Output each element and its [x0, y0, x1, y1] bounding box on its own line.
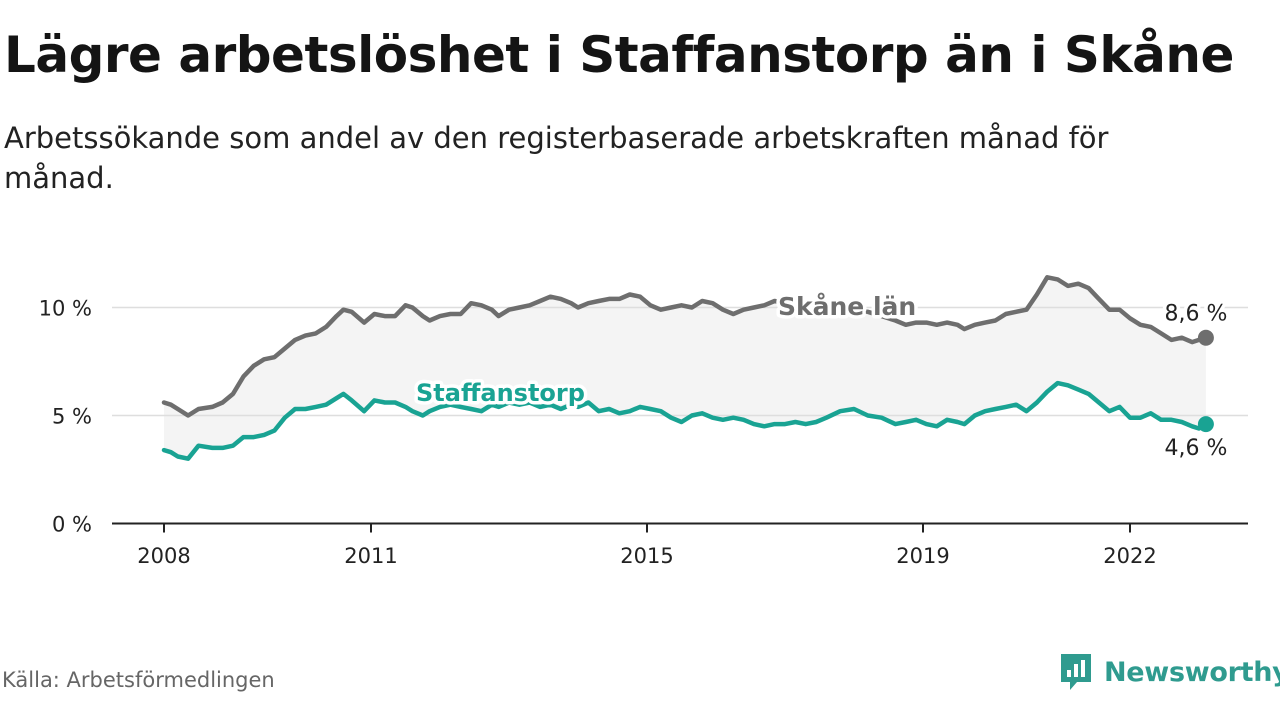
chart-title: Lägre arbetslöshet i Staffanstorp än i S…: [4, 26, 1234, 84]
brand-logo[interactable]: Newsworthy: [1058, 652, 1280, 692]
source-note: Källa: Arbetsförmedlingen: [2, 668, 275, 692]
y-tick-label-5: 5 %: [52, 405, 92, 429]
end-label-staffanstorp: 4,6 %: [1165, 436, 1228, 461]
series-labels: Skåne län Staffanstorp 8,6 % 4,6 %: [413, 289, 1231, 465]
y-tick-label-10: 10 %: [39, 297, 92, 321]
series-label-staffanstorp: Staffanstorp: [416, 379, 585, 407]
series-line-skane-lan: [161, 275, 1209, 418]
brand-name: Newsworthy: [1104, 656, 1280, 688]
end-point-staffanstorp: [1197, 416, 1214, 433]
series-line-staffanstorp: [161, 380, 1209, 461]
x-tick-label-2011: 2011: [344, 544, 397, 568]
series-lines: [161, 275, 1214, 461]
chart-subtitle: Arbetssökande som andel av den registerb…: [4, 121, 1109, 195]
series-label-skane-lan: Skåne län: [778, 292, 916, 321]
x-tick-label-2022: 2022: [1103, 544, 1156, 568]
y-tick-label-0: 0 %: [52, 513, 92, 537]
x-tick-label-2019: 2019: [896, 544, 949, 568]
chart-badge-icon: [1061, 654, 1091, 690]
x-tick-label-2008: 2008: [137, 544, 190, 568]
x-tick-label-2015: 2015: [620, 544, 673, 568]
axes: 0 % 5 % 10 % 2008 2011 2015 2019 2022: [39, 297, 1248, 568]
end-point-skane-lan: [1197, 329, 1214, 346]
end-label-skane-lan: 8,6 %: [1165, 302, 1228, 327]
